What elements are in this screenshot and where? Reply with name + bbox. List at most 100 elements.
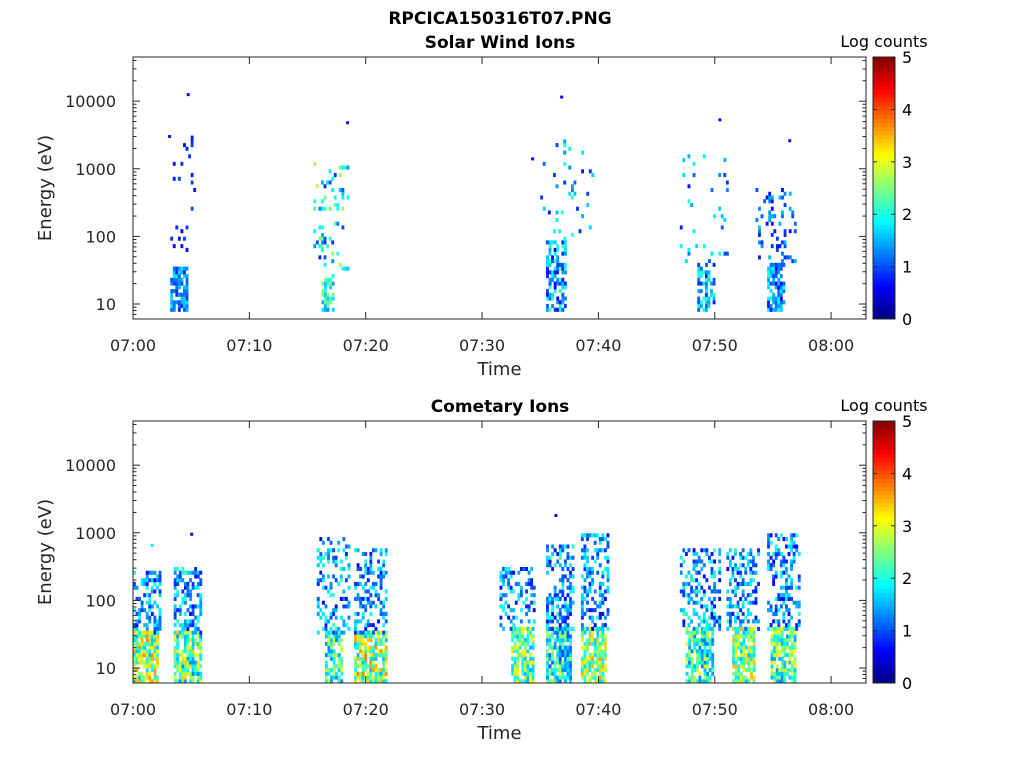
spectrogram-cell <box>561 574 565 579</box>
spectrogram-cell <box>606 626 610 631</box>
spectrogram-cell <box>787 596 791 601</box>
spectrogram-cell <box>341 206 345 211</box>
colorbar-segment <box>873 617 895 622</box>
spectrogram-cell <box>321 540 325 545</box>
spectrogram-cell <box>561 615 565 620</box>
spectrogram-cell <box>580 596 584 601</box>
spectrogram-cell <box>710 615 714 620</box>
spectrogram-cell <box>583 589 587 594</box>
spectrogram-cell <box>736 600 740 605</box>
spectrogram-cell <box>334 626 338 631</box>
spectrogram-cell <box>181 653 185 658</box>
spectrogram-cell <box>711 660 715 665</box>
spectrogram-cell <box>687 615 691 620</box>
spectrogram-cell <box>734 593 737 598</box>
spectrogram-cell <box>563 679 567 684</box>
spectrogram-cell <box>377 679 380 684</box>
spectrogram-cell <box>780 649 784 654</box>
spectrogram-cell <box>586 660 589 665</box>
spectrogram-cell <box>569 600 572 605</box>
spectrogram-cell <box>548 563 552 568</box>
spectrogram-cell <box>708 623 711 628</box>
spectrogram-cell <box>148 660 152 665</box>
spectrogram-cell <box>566 604 570 609</box>
spectrogram-cell <box>177 176 181 181</box>
spectrogram-cell <box>346 266 350 271</box>
spectrogram-cell <box>780 645 784 650</box>
spectrogram-cell <box>550 240 554 245</box>
spectrogram-cell <box>685 630 689 635</box>
colorbar-segment <box>873 241 895 246</box>
spectrogram-cell <box>742 630 746 635</box>
spectrogram-cell <box>561 300 565 305</box>
spectrogram-cell <box>175 300 179 305</box>
spectrogram-cell <box>176 638 180 643</box>
spectrogram-cell <box>769 604 773 609</box>
spectrogram-cell <box>330 653 333 658</box>
spectrogram-point <box>346 121 350 125</box>
plot-area <box>133 57 866 319</box>
spectrogram-cell <box>183 600 187 605</box>
spectrogram-cell <box>723 251 727 256</box>
spectrogram-cell <box>176 634 180 639</box>
spectrogram-cell <box>337 668 341 673</box>
plot-area <box>133 421 866 683</box>
spectrogram-cell <box>337 634 341 639</box>
spectrogram-cell <box>553 593 557 598</box>
spectrogram-cell <box>774 552 778 557</box>
spectrogram-cell <box>332 548 336 553</box>
colorbar-segment <box>873 445 895 451</box>
spectrogram-cell <box>752 660 756 665</box>
spectrogram-cell <box>588 533 592 538</box>
spectrogram-cell <box>553 285 557 290</box>
spectrogram-cell <box>770 214 774 219</box>
spectrogram-cell <box>196 615 200 620</box>
spectrogram-cell <box>583 664 587 669</box>
spectrogram-cell <box>369 555 373 560</box>
spectrogram-cell <box>180 300 184 305</box>
spectrogram-cell <box>521 626 525 631</box>
spectrogram-cell <box>354 596 357 601</box>
spectrogram-cell <box>530 585 534 590</box>
spectrogram-cell <box>560 210 564 215</box>
spectrogram-cell <box>156 623 159 628</box>
spectrogram-cell <box>364 634 368 639</box>
spectrogram-cell <box>337 581 341 586</box>
spectrogram-cell <box>580 671 584 676</box>
spectrogram-cell <box>682 623 686 628</box>
spectrogram-cell <box>183 307 186 312</box>
spectrogram-cell <box>186 630 190 635</box>
spectrogram-cell <box>770 244 774 249</box>
spectrogram-cell <box>135 679 139 684</box>
spectrogram-cell <box>779 300 783 305</box>
spectrogram-cell <box>513 634 517 639</box>
spectrogram-cell <box>705 578 709 583</box>
spectrogram-cell <box>331 188 335 193</box>
spectrogram-cell <box>778 668 782 673</box>
spectrogram-cell <box>173 566 177 572</box>
spectrogram-cell <box>546 600 549 605</box>
spectrogram-cell <box>563 653 567 658</box>
spectrogram-cell <box>747 649 751 654</box>
colorbar-label: Log counts <box>840 396 927 415</box>
spectrogram-cell <box>558 544 562 549</box>
spectrogram-cell <box>726 596 730 601</box>
spectrogram-cell <box>546 259 549 264</box>
spectrogram-cell <box>578 229 582 234</box>
spectrogram-cell <box>553 671 557 676</box>
spectrogram-cell <box>606 559 610 564</box>
spectrogram-cell <box>583 649 587 654</box>
spectrogram-cell <box>770 199 774 204</box>
spectrogram-cell <box>758 232 761 237</box>
spectrogram-cell <box>767 307 770 312</box>
spectrogram-cell <box>374 668 378 673</box>
spectrogram-cell <box>777 300 781 305</box>
spectrogram-cell <box>586 570 589 575</box>
spectrogram-cell <box>551 255 555 260</box>
spectrogram-cell <box>769 304 773 309</box>
spectrogram-cell <box>793 221 797 226</box>
spectrogram-cell <box>586 191 590 196</box>
spectrogram-cell <box>713 611 716 616</box>
panel-title: Cometary Ions <box>431 397 570 417</box>
spectrogram-cell <box>731 566 735 572</box>
